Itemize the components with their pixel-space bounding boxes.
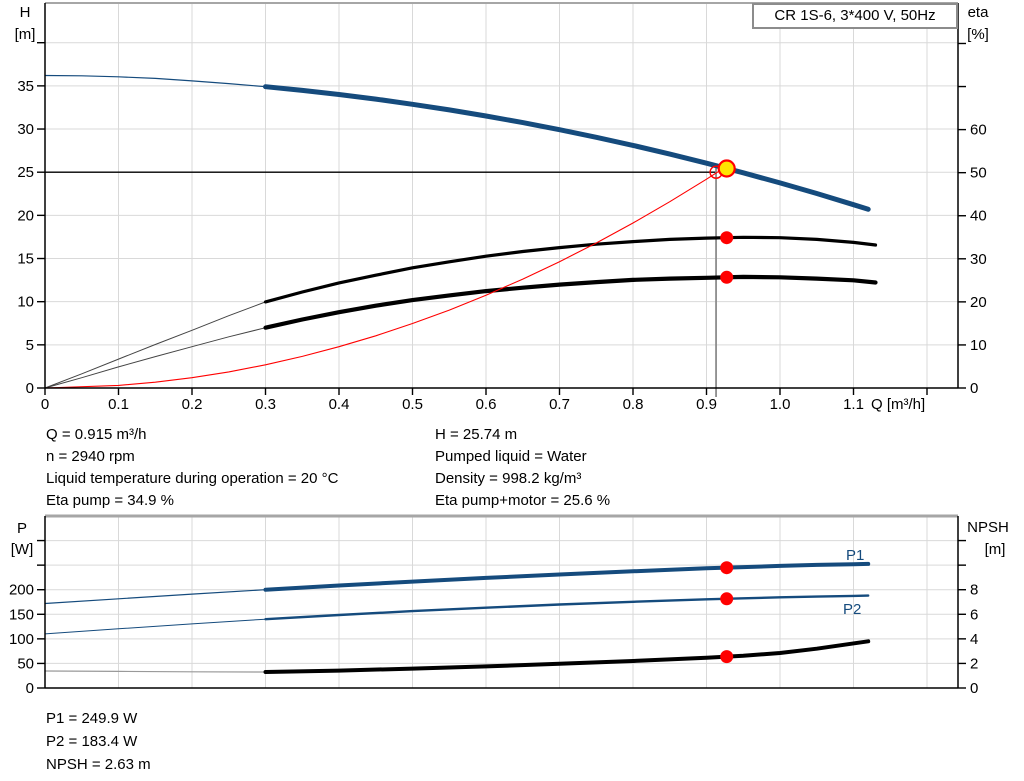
curve-qh	[263, 84, 871, 212]
x-tick-label: 0.4	[329, 396, 350, 413]
left-tick-label: 50	[17, 655, 34, 672]
x-tick-label: 1.1	[843, 396, 864, 413]
left-tick-label: 0	[26, 680, 34, 697]
curve-qh	[44, 74, 267, 88]
right-tick-label: 60	[970, 122, 987, 139]
x-axis-title: Q [m³/h]	[871, 396, 925, 413]
left-tick-label: 5	[26, 337, 34, 354]
curve-npsh	[263, 639, 871, 674]
info-line-p1: P1 = 249.9 W	[46, 710, 138, 727]
curve-system_curve	[44, 166, 726, 389]
left-axis-title: H	[20, 4, 31, 21]
right-tick-label: 0	[970, 380, 978, 397]
right-tick-label: 6	[970, 606, 978, 623]
curve-eta_pump_motor	[263, 274, 878, 330]
right-tick-label: 4	[970, 631, 978, 648]
duty-info-col2: H = 25.74 m Pumped liquid = Water Densit…	[435, 424, 610, 509]
x-tick-label: 0.9	[696, 396, 717, 413]
right-tick-label: 2	[970, 655, 978, 672]
marker-eta-pump-point	[720, 231, 734, 245]
left-axis-title: [W]	[11, 541, 34, 558]
info-line-liquid-temp: Liquid temperature during operation = 20…	[46, 470, 339, 487]
x-tick-label: 0.6	[476, 396, 497, 413]
duty-info-col1: Q = 0.915 m³/h n = 2940 rpm Liquid tempe…	[46, 424, 338, 509]
pump-title-text: CR 1S-6, 3*400 V, 50Hz	[774, 7, 936, 24]
curve-p2	[44, 618, 266, 635]
right-tick-label: 50	[970, 165, 987, 182]
info-line-q: Q = 0.915 m³/h	[46, 426, 147, 443]
marker-p2-point	[720, 592, 734, 606]
right-tick-label: 40	[970, 208, 987, 225]
right-axis-title: NPSH	[967, 519, 1009, 536]
power-npsh-chart: 0 50 100 150 200 0 2 4 6 8 P [W] NPSH [m] P1 P2	[9, 514, 1009, 697]
right-axis-title: [%]	[967, 26, 989, 43]
x-tick-label: 0.8	[623, 396, 644, 413]
left-tick-label: 30	[17, 121, 34, 138]
marker-eta-pump-motor-point	[720, 270, 734, 284]
left-tick-label: 200	[9, 582, 34, 599]
info-line-h: H = 25.74 m	[435, 426, 518, 443]
left-tick-label: 150	[9, 606, 34, 623]
curve-p1	[263, 561, 871, 592]
x-tick-label: 0.3	[255, 396, 276, 413]
marker-p1-point	[720, 561, 734, 575]
info-line-eta-pump: Eta pump = 34.9 %	[46, 492, 174, 509]
qh-eta-chart: 0 5 10 15 20 25 30 35 0 10 20 30 40 50 60 0 0.1 0.2 0.3 0.4…	[15, 2, 990, 413]
x-tick-label: 0.2	[182, 396, 203, 413]
right-tick-label: 20	[970, 294, 987, 311]
x-tick-label: 1.0	[770, 396, 791, 413]
info-line-p2: P2 = 183.4 W	[46, 733, 138, 750]
curve-eta_pump	[263, 235, 878, 304]
info-line-eta-pump-motor: Eta pump+motor = 25.6 %	[435, 492, 611, 509]
left-tick-label: 25	[17, 164, 34, 181]
right-tick-label: 8	[970, 582, 978, 599]
left-tick-label: 35	[17, 78, 34, 95]
x-tick-label: 0	[41, 396, 49, 413]
right-tick-label: 0	[970, 680, 978, 697]
curve-npsh	[44, 670, 267, 673]
marker-duty-point-actual	[717, 159, 736, 178]
power-info-block: P1 = 249.9 W P2 = 183.4 W NPSH = 2.63 m	[46, 707, 151, 776]
left-tick-label: 20	[17, 207, 34, 224]
info-line-density: Density = 998.2 kg/m³	[435, 470, 582, 487]
info-line-npsh: NPSH = 2.63 m	[46, 756, 151, 773]
x-tick-label: 0.7	[549, 396, 570, 413]
curve-p1	[44, 589, 267, 605]
x-tick-label: 0.1	[108, 396, 129, 413]
right-axis-title: [m]	[985, 541, 1006, 558]
curve-label-p2: P2	[843, 601, 861, 618]
pump-title-box: CR 1S-6, 3*400 V, 50Hz	[752, 3, 958, 29]
info-line-speed: n = 2940 rpm	[46, 448, 135, 465]
left-axis-title: [m]	[15, 26, 36, 43]
marker-npsh-point	[720, 650, 734, 664]
x-tick-label: 0.5	[402, 396, 423, 413]
right-tick-label: 30	[970, 251, 987, 268]
left-tick-label: 10	[17, 294, 34, 311]
right-axis-title: eta	[968, 4, 990, 21]
left-tick-label: 0	[26, 380, 34, 397]
curve-eta_pump	[44, 301, 266, 389]
info-line-pumped-liquid: Pumped liquid = Water	[435, 448, 587, 465]
left-axis-title: P	[17, 520, 27, 537]
curve-label-p1: P1	[846, 547, 864, 564]
left-tick-label: 100	[9, 631, 34, 648]
curve-p2	[264, 594, 870, 621]
right-tick-label: 10	[970, 337, 987, 354]
left-tick-label: 15	[17, 251, 34, 268]
curve-eta_pump_motor	[44, 327, 266, 389]
